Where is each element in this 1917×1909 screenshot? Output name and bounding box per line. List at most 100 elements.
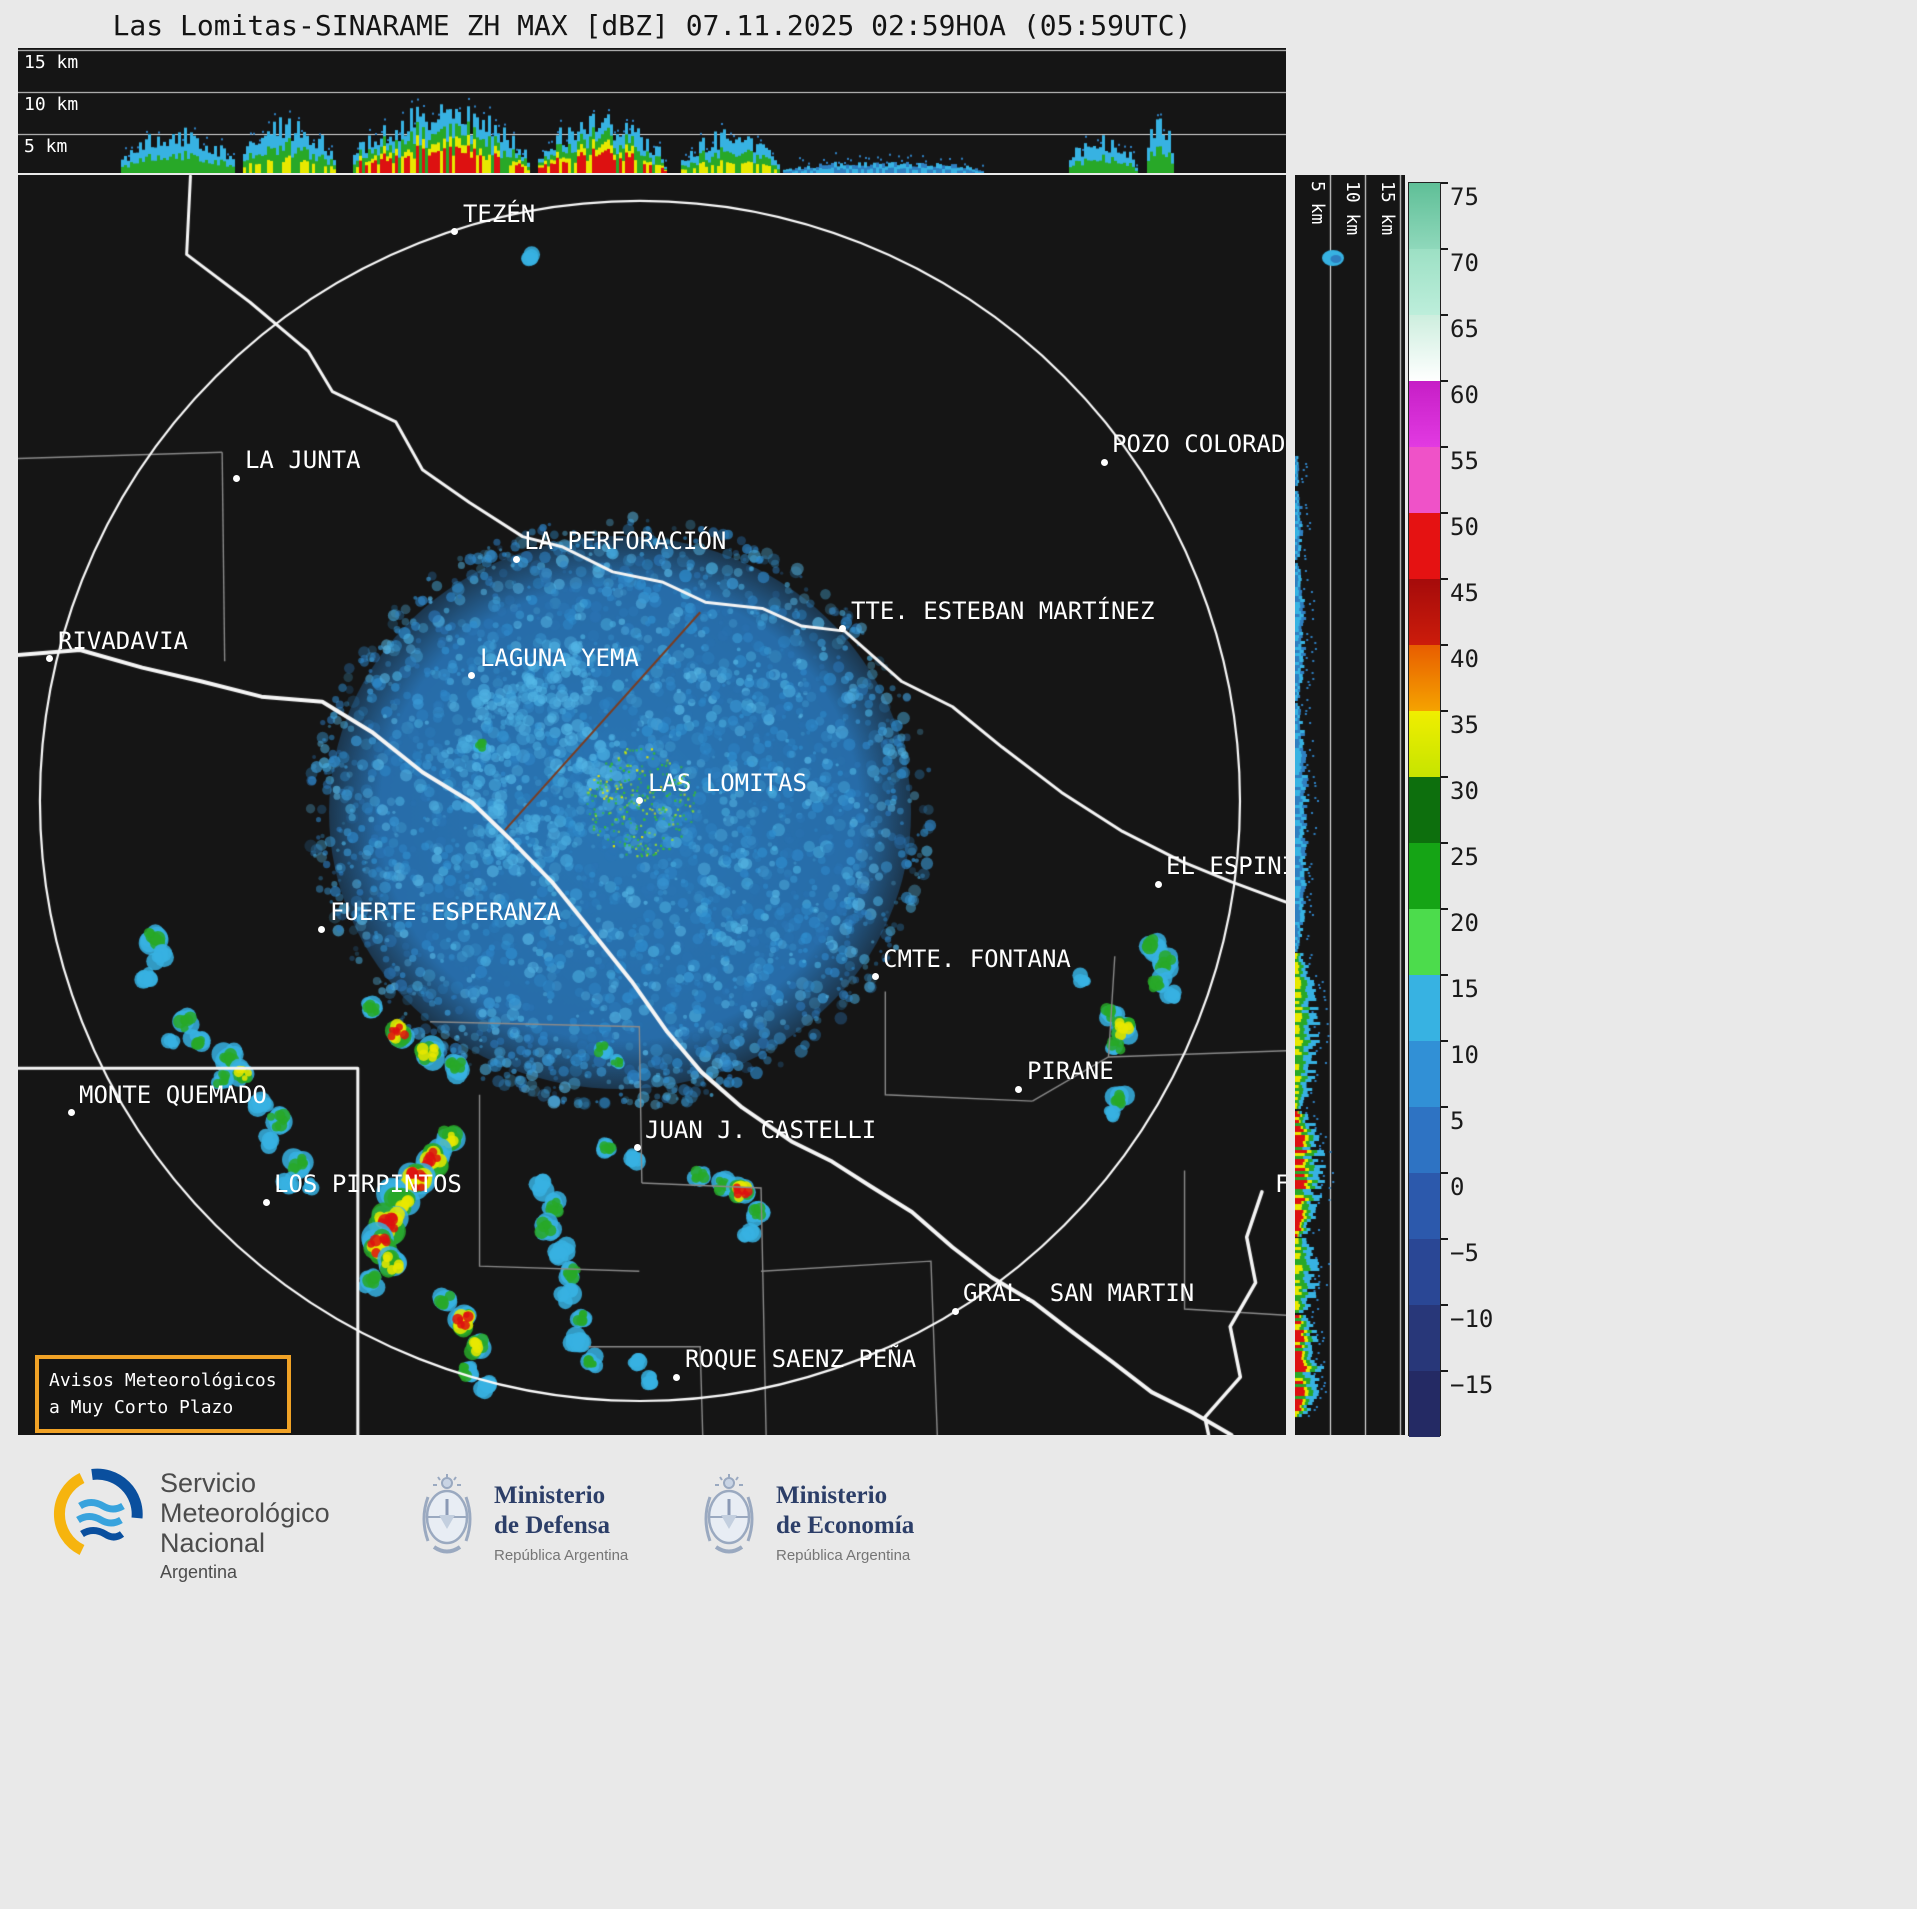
place-dot	[673, 1373, 681, 1381]
defensa-name-line-2: de Defensa	[494, 1512, 610, 1539]
colorbar-tick-label: 25	[1450, 843, 1479, 871]
place-label: LA PERFORACIÓN	[524, 527, 727, 556]
defensa-sub-line: República Argentina	[494, 1547, 629, 1564]
colorbar-tickmark	[1441, 1172, 1448, 1174]
colorbar-tickmark	[1441, 314, 1448, 316]
colorbar-tickmark	[1441, 974, 1448, 976]
colorbar-tick-label: 70	[1450, 249, 1479, 277]
place-dot	[636, 797, 644, 805]
place-label: EL ESPINILLO	[1166, 852, 1286, 880]
colorbar-tick-label: 15	[1450, 975, 1479, 1003]
colorbar-tickmark	[1441, 1106, 1448, 1108]
place-label: F	[1274, 1169, 1286, 1198]
colorbar-ticks: 75 70 65 60 55 50 45 40 35 30 25 20 15 10 5 0 −5 −10 −15	[1441, 182, 1530, 1462]
colorbar-tick-label: 10	[1450, 1041, 1479, 1069]
colorbar-tick-label: 55	[1450, 447, 1479, 475]
ns-cross-section-panel: 5 km 10 km 15 km	[1295, 175, 1405, 1435]
height-label-15km: 15 km	[24, 52, 79, 73]
ew-cross-section-panel: 15 km 10 km 5 km	[18, 48, 1286, 173]
smn-name-line-3: Nacional	[160, 1528, 266, 1558]
colorbar-tick-label: 35	[1450, 711, 1479, 739]
place-label: CMTE. FONTANA	[883, 944, 1071, 973]
colorbar-tickmark	[1441, 842, 1448, 844]
place-label: LAS LOMITAS	[647, 768, 807, 797]
colorbar-segment-20	[1409, 909, 1440, 975]
place-label: LAGUNA YEMA	[479, 643, 639, 672]
colorbar-tickmark	[1441, 578, 1448, 580]
colorbar-tickmark	[1441, 1370, 1448, 1372]
place-label: PIRANE	[1026, 1057, 1114, 1085]
place-dot	[1100, 458, 1108, 466]
place-dot	[67, 1109, 75, 1117]
place-label: LA JUNTA	[244, 446, 361, 475]
economia-name-line-1: Ministerio	[776, 1482, 888, 1509]
place-dot	[318, 926, 326, 934]
colorbar-segment-10	[1409, 1041, 1440, 1107]
colorbar-tickmark	[1441, 1040, 1448, 1042]
colorbar-tick-label: 65	[1450, 315, 1479, 343]
altitude-label-15km: 15 km	[1377, 181, 1398, 236]
colorbar-tickmark	[1441, 1304, 1448, 1306]
colorbar-tickmark	[1441, 182, 1448, 184]
place-label: LOS PIRPINTOS	[274, 1170, 462, 1199]
height-label-10km: 10 km	[24, 94, 79, 115]
smn-block: Servicio Meteorológico Nacional Argentin…	[52, 1468, 330, 1583]
colorbar-segment-55	[1409, 447, 1440, 513]
warning-box: Avisos Meteorológicos a Muy Corto Plazo	[35, 1355, 291, 1433]
place-dot	[951, 1307, 959, 1315]
ew-cross-section-canvas	[18, 48, 1286, 173]
footer: Servicio Meteorológico Nacional Argentin…	[0, 1455, 1917, 1675]
colorbar-tick-label: 5	[1450, 1107, 1465, 1135]
place-label: TEZÉN	[462, 199, 536, 228]
colorbar-tick-label: −15	[1450, 1371, 1494, 1399]
economia-name-line-2: de Economía	[776, 1512, 915, 1539]
colorbar-segment-75	[1409, 183, 1440, 249]
altitude-label-5km: 5 km	[1307, 181, 1328, 225]
colorbar-segment--5	[1409, 1239, 1440, 1305]
height-label-5km: 5 km	[24, 136, 68, 157]
place-label: JUAN J. CASTELLI	[645, 1115, 877, 1144]
colorbar-tickmark	[1441, 644, 1448, 646]
place-dot	[839, 625, 847, 633]
place-dot	[633, 1144, 641, 1152]
place-dot	[512, 555, 520, 563]
place-label: POZO COLORADO	[1112, 430, 1286, 459]
altitude-label-10km: 10 km	[1342, 181, 1363, 236]
colorbar-tickmark	[1441, 710, 1448, 712]
colorbar-tickmark	[1441, 776, 1448, 778]
colorbar-tick-label: 30	[1450, 777, 1479, 805]
smn-country-line: Argentina	[160, 1562, 238, 1582]
colorbar-segment-5	[1409, 1107, 1440, 1173]
place-dot	[1015, 1085, 1023, 1093]
smn-logo	[54, 1468, 143, 1555]
warning-line-2: a Muy Corto Plazo	[49, 1397, 234, 1418]
colorbar-tick-label: 0	[1450, 1173, 1465, 1201]
place-dot	[871, 973, 879, 981]
colorbar-tickmark	[1441, 512, 1448, 514]
place-label: RIVADAVIA	[57, 626, 188, 655]
colorbar-tick-label: 20	[1450, 909, 1479, 937]
colorbar-segment-70	[1409, 249, 1440, 315]
colorbar-segment-65	[1409, 315, 1440, 381]
place-dot	[451, 228, 459, 236]
place-label: FUERTE ESPERANZA	[329, 897, 562, 926]
colorbar-segment-60	[1409, 381, 1440, 447]
colorbar-tick-label: 50	[1450, 513, 1479, 541]
radar-ppi-canvas	[18, 175, 1286, 1435]
economia-block: Ministerio de Economía República Argenti…	[700, 1473, 914, 1564]
defensa-name-line-1: Ministerio	[494, 1482, 606, 1509]
colorbar-segment-0	[1409, 1173, 1440, 1239]
defensa-block: Ministerio de Defensa República Argentin…	[418, 1473, 628, 1564]
colorbar-tickmark	[1441, 380, 1448, 382]
colorbar-segment-50	[1409, 513, 1440, 579]
colorbar-tick-label: 45	[1450, 579, 1479, 607]
colorbar-tick-label: 40	[1450, 645, 1479, 673]
place-label: ROQUE SAENZ PEÑA	[684, 1345, 917, 1374]
colorbar-tickmark	[1441, 908, 1448, 910]
colorbar-tickmark	[1441, 446, 1448, 448]
place-dot	[262, 1198, 270, 1206]
colorbar-segment-25	[1409, 843, 1440, 909]
colorbar-segment--10	[1409, 1305, 1440, 1371]
place-label: MONTE QUEMADO	[79, 1080, 267, 1109]
colorbar-segment-40	[1409, 645, 1440, 711]
